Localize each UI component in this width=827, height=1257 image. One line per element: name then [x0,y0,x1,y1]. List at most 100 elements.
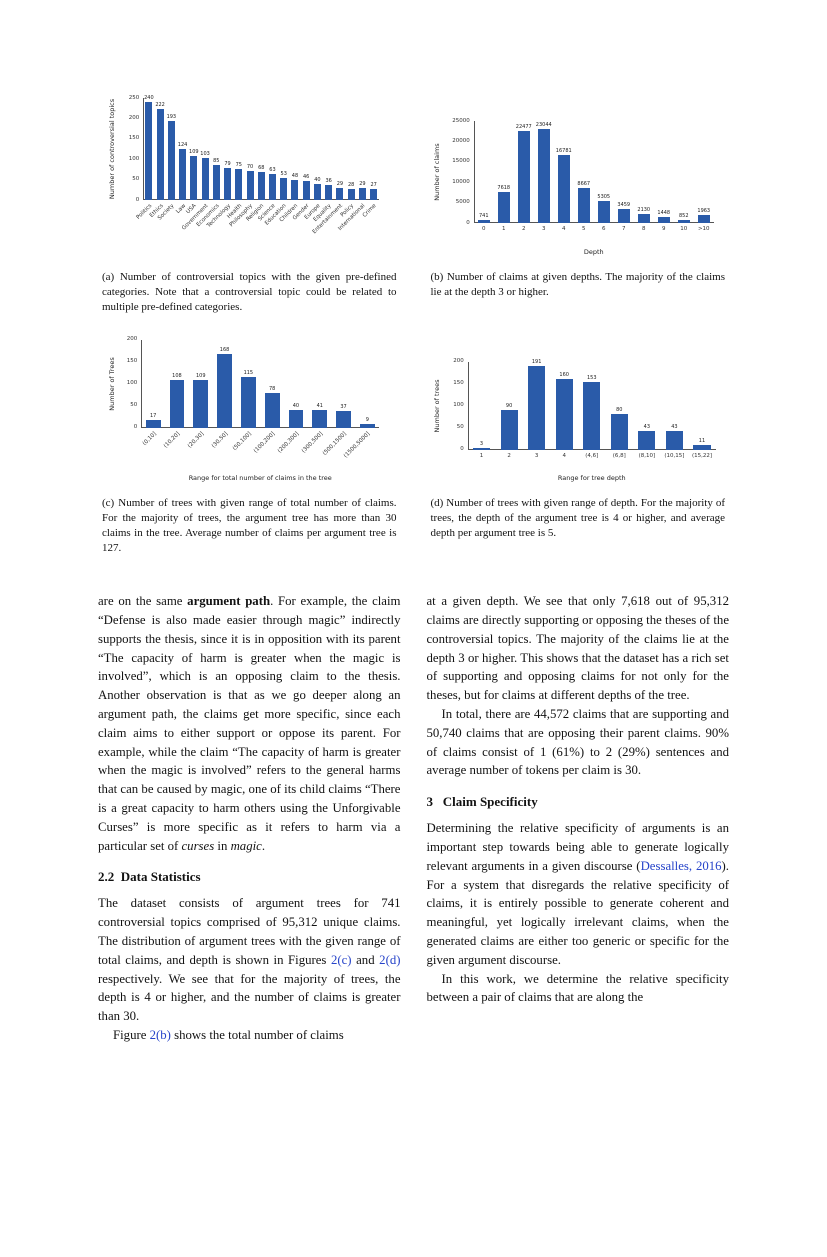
bar-value-label: 16781 [555,147,572,154]
y-axis-tick-label: 50 [456,424,464,431]
text-run: shows the total number of claims [170,1027,344,1042]
figure-c-cell: 0 50 100 150 200 17 (0,10] 108 (10,20] 109 (20,30]… [98,332,401,484]
y-axis-tick-label: 50 [132,176,140,183]
bar-value-label: 240 [144,95,154,102]
text-run: are on the same [98,594,188,609]
bar [235,169,243,200]
bar [637,214,650,223]
bar-value-label: 9 [365,416,369,423]
bar [557,154,570,223]
bar [583,382,601,450]
x-axis-tick-label: 2 [507,452,511,459]
bar-value-label: 40 [314,176,321,183]
bar-value-label: 36 [325,178,332,185]
citation-dessalles-2016[interactable]: Dessalles, 2016 [640,858,722,873]
bar [370,189,378,200]
bar-value-label: 168 [219,346,230,353]
x-axis-tick-label: 3 [542,226,546,232]
y-axis-tick-label: 150 [126,358,138,365]
y-axis-tick-label: 10000 [452,178,470,185]
figure-2-block: 0 50 100 150 200 250 240 Politics 222 Ethics 193 So… [0,88,827,572]
y-axis-tick-label: 250 [128,94,140,101]
chart-trees-by-depth-range: 0 50 100 150 200 3 1 90 2 191 3 160 4 153 (4,6] 80 (6,8]… [428,354,728,484]
bar-value-label: 53 [280,171,287,178]
text-run: Determining the relative specificity of … [426,821,730,873]
bar [528,365,546,450]
bar [264,393,280,428]
figure-caption-c: (c) Number of trees with given range of … [102,496,397,555]
bar [313,183,321,200]
bar [212,165,220,200]
x-axis-tick-label: >10 [697,226,710,232]
figure-ref-2b[interactable]: 2(b) [149,1027,171,1042]
y-axis-tick-label: 0 [460,446,464,453]
text-run: . [261,838,266,853]
figure-b-cell: 0 5000 10000 15000 20000 25000 741 0 7618 1 22477 2… [427,88,730,258]
x-axis-tick-label: 4 [562,452,566,459]
figure-ref-2d[interactable]: 2(d) [379,952,401,967]
paragraph: The dataset consists of argument trees f… [98,894,401,1026]
paragraph: In total, there are 44,572 claims that a… [427,705,730,780]
x-axis-tick-label: (6,8] [612,452,626,459]
bar [201,158,209,200]
bar [665,430,683,450]
bar-value-label: 22477 [515,124,532,131]
figure-ref-2c[interactable]: 2(c) [330,952,352,967]
bar [156,109,164,200]
bar [657,217,670,223]
x-axis-tick-label: 8 [642,226,646,232]
bar [179,149,187,200]
bar [145,420,161,428]
y-axis-tick-label: 100 [128,155,140,162]
text-run: and [351,952,380,967]
paragraph: Determining the relative specificity of … [427,819,730,969]
bar-value-label: 46 [303,174,310,181]
bar-value-label: 63 [269,167,276,174]
bar-value-label: 115 [243,369,254,376]
bar [472,448,491,450]
bar-value-label: 109 [189,148,199,155]
text-run: respectively. We see that for the majori… [98,971,401,1024]
y-axis-tick-label: 0 [466,219,470,226]
bar [610,414,628,450]
bar [224,167,232,200]
bar-value-label: 191 [531,358,542,365]
chart-topics-by-category: 0 50 100 150 200 250 240 Politics 222 Ethics 193 So… [103,88,395,258]
x-axis-tick-label: (20,30] [186,430,205,449]
bar [677,219,690,223]
x-axis-tick-label: (10,20] [162,430,182,449]
plot-area [473,121,714,223]
x-axis-label: Depth [583,248,604,256]
figure-a-cell: 0 50 100 150 200 250 240 Politics 222 Ethics 193 So… [98,88,401,258]
bar-value-label: 29 [336,181,344,188]
y-axis-tick-label: 20000 [452,137,470,144]
bar [240,376,256,428]
bar [169,380,185,428]
plot-area [141,339,380,428]
y-axis-tick-label: 0 [133,424,138,431]
bar-value-label: 741 [478,213,489,219]
bar [336,411,351,428]
bar [302,181,310,200]
x-axis-tick-label: 10 [680,226,688,232]
paragraph: In this work, we determine the relative … [427,970,730,1008]
bar-value-label: 37 [340,404,347,411]
x-axis-tick-label: 3 [534,452,539,459]
body-text: are on the same argument path. For examp… [0,592,827,1045]
bar [347,188,355,200]
bar [217,353,232,428]
bar-value-label: 29 [359,181,366,188]
bar-value-label: 27 [370,182,377,188]
bar [697,215,710,223]
bar [517,131,530,223]
text-run: Figure [113,1027,150,1042]
x-axis-tick-label: (0,10] [141,430,158,447]
x-axis-tick-label: (200,300] [276,430,301,454]
figure-d-cell: 0 50 100 150 200 3 1 90 2 191 3 160 4 153 (4,6] 80 (6,8]… [427,332,730,484]
bar-value-label: 103 [200,151,210,157]
bar-value-label: 3 [479,441,484,448]
bar [638,430,656,450]
x-axis-tick-label: 1 [502,226,506,232]
y-axis-tick-label: 100 [126,380,138,387]
bar-value-label: 85 [213,158,220,165]
